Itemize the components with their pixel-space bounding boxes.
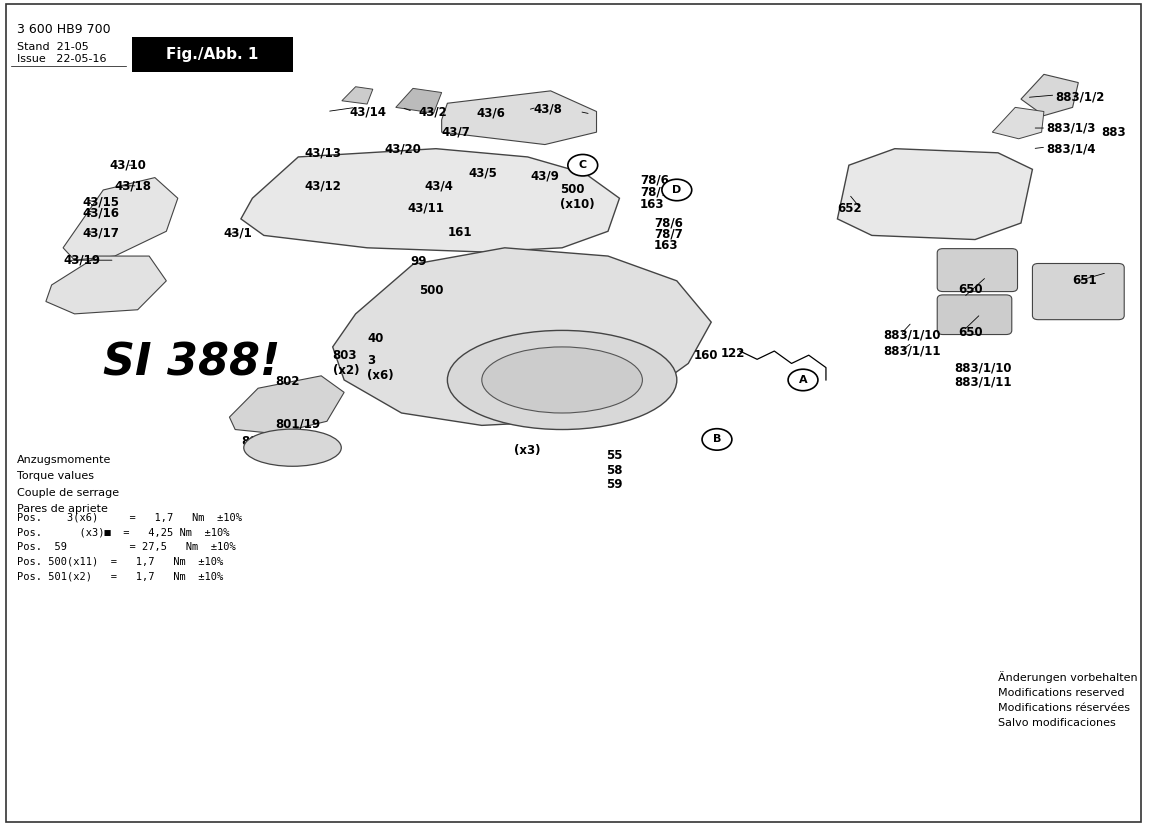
Text: 43/19: 43/19 <box>63 254 101 267</box>
Text: 883/1/10: 883/1/10 <box>954 361 1012 374</box>
Text: 43/15: 43/15 <box>83 196 119 209</box>
Circle shape <box>788 369 818 391</box>
Text: 883/1/10: 883/1/10 <box>884 328 941 341</box>
Text: 3
(x6): 3 (x6) <box>367 354 394 382</box>
Text: 883/1/11: 883/1/11 <box>954 375 1012 388</box>
Text: Pos.  59          = 27,5   Nm  ±10%: Pos. 59 = 27,5 Nm ±10% <box>18 542 236 552</box>
Polygon shape <box>63 178 178 260</box>
Text: 43/18: 43/18 <box>115 179 152 192</box>
Text: 55: 55 <box>606 449 622 463</box>
Text: Salvo modificaciones: Salvo modificaciones <box>998 718 1115 728</box>
Text: Pos.    3(x6)     =   1,7   Nm  ±10%: Pos. 3(x6) = 1,7 Nm ±10% <box>18 512 242 522</box>
Text: 43/11: 43/11 <box>407 202 444 215</box>
Text: Pos. 501(x2)   =   1,7   Nm  ±10%: Pos. 501(x2) = 1,7 Nm ±10% <box>18 572 223 582</box>
Text: 163: 163 <box>653 239 678 252</box>
Text: 161: 161 <box>448 226 472 240</box>
Text: 803
(x2): 803 (x2) <box>333 349 359 377</box>
Text: 650: 650 <box>957 282 982 296</box>
Text: 78/7: 78/7 <box>653 227 683 240</box>
Polygon shape <box>837 149 1032 240</box>
Text: Pos.      (x3)■  =   4,25 Nm  ±10%: Pos. (x3)■ = 4,25 Nm ±10% <box>18 527 229 537</box>
Text: 43/4: 43/4 <box>424 179 454 192</box>
Text: 43/8: 43/8 <box>533 102 562 116</box>
Text: 802: 802 <box>276 375 299 388</box>
Text: Couple de serrage: Couple de serrage <box>18 487 119 497</box>
Text: 43/16: 43/16 <box>83 206 119 220</box>
FancyBboxPatch shape <box>938 249 1017 292</box>
Text: 43/20: 43/20 <box>385 142 421 155</box>
Text: 500
(x10): 500 (x10) <box>560 183 594 211</box>
Text: 40: 40 <box>367 332 383 345</box>
Text: Anzugsmomente: Anzugsmomente <box>18 454 111 464</box>
Text: SI 388!: SI 388! <box>103 342 281 385</box>
Text: 43/14: 43/14 <box>350 105 387 118</box>
Text: 650: 650 <box>957 325 982 339</box>
Text: A: A <box>798 375 808 385</box>
Text: 49: 49 <box>794 369 810 382</box>
Text: Issue   22-05-16: Issue 22-05-16 <box>18 54 106 64</box>
Text: 651: 651 <box>1073 274 1098 287</box>
Text: 43/9: 43/9 <box>530 169 559 183</box>
Ellipse shape <box>482 347 643 413</box>
FancyBboxPatch shape <box>938 295 1012 335</box>
Text: 58: 58 <box>606 464 622 477</box>
Polygon shape <box>992 107 1044 139</box>
Text: 43/1: 43/1 <box>223 226 253 240</box>
Text: 78/6: 78/6 <box>641 173 669 187</box>
Text: 883/1/3: 883/1/3 <box>1046 121 1095 135</box>
Text: 43/17: 43/17 <box>83 226 119 240</box>
Text: 122: 122 <box>720 347 745 360</box>
Text: (x3): (x3) <box>514 444 540 457</box>
Text: Fig./Abb. 1: Fig./Abb. 1 <box>166 47 258 62</box>
Text: 500: 500 <box>419 284 443 297</box>
Ellipse shape <box>448 330 677 430</box>
Text: 883/1/11: 883/1/11 <box>884 344 941 358</box>
Polygon shape <box>229 376 344 434</box>
Polygon shape <box>341 87 373 104</box>
FancyBboxPatch shape <box>132 37 292 72</box>
Polygon shape <box>46 256 166 314</box>
Text: Torque values: Torque values <box>18 471 95 481</box>
Text: 78/7: 78/7 <box>641 185 669 198</box>
Text: 883/1/2: 883/1/2 <box>1056 91 1105 104</box>
Text: 99: 99 <box>410 255 427 268</box>
Polygon shape <box>1021 74 1078 116</box>
Polygon shape <box>396 88 442 113</box>
Text: 163: 163 <box>641 197 665 211</box>
Text: 43/6: 43/6 <box>476 107 505 120</box>
Text: Änderungen vorbehalten: Änderungen vorbehalten <box>998 672 1137 683</box>
Text: D: D <box>672 185 682 195</box>
Polygon shape <box>442 91 596 145</box>
Text: Modifications réservées: Modifications réservées <box>998 703 1130 713</box>
Text: 652: 652 <box>837 202 862 215</box>
Text: 43/5: 43/5 <box>468 167 497 180</box>
Text: 43/7: 43/7 <box>442 126 470 139</box>
Text: 883/1/4: 883/1/4 <box>1046 142 1095 155</box>
Text: B: B <box>713 434 721 444</box>
Polygon shape <box>241 149 620 252</box>
Text: 43/2: 43/2 <box>419 105 448 118</box>
Text: Pares de apriete: Pares de apriete <box>18 504 108 514</box>
Text: C: C <box>579 160 587 170</box>
Text: 43/12: 43/12 <box>304 179 341 192</box>
Text: 78/6: 78/6 <box>653 216 683 230</box>
Text: 43/10: 43/10 <box>109 159 146 172</box>
Text: 59: 59 <box>606 478 622 491</box>
Text: 41: 41 <box>503 382 519 395</box>
Text: 3 600 HB9 700: 3 600 HB9 700 <box>18 23 111 36</box>
Circle shape <box>662 179 692 201</box>
FancyBboxPatch shape <box>1032 263 1125 320</box>
Text: 43/13: 43/13 <box>304 146 341 159</box>
Text: Modifications reserved: Modifications reserved <box>998 688 1125 698</box>
Text: 160: 160 <box>694 349 719 362</box>
Text: Pos. 500(x11)  =   1,7   Nm  ±10%: Pos. 500(x11) = 1,7 Nm ±10% <box>18 557 223 567</box>
Circle shape <box>568 154 597 176</box>
Polygon shape <box>333 248 711 425</box>
Text: 883: 883 <box>1101 126 1126 139</box>
Text: Stand  21-05: Stand 21-05 <box>18 41 89 51</box>
Circle shape <box>703 429 732 450</box>
Text: 801: 801 <box>241 435 265 449</box>
Ellipse shape <box>244 430 341 466</box>
Text: 801/19: 801/19 <box>276 417 320 430</box>
